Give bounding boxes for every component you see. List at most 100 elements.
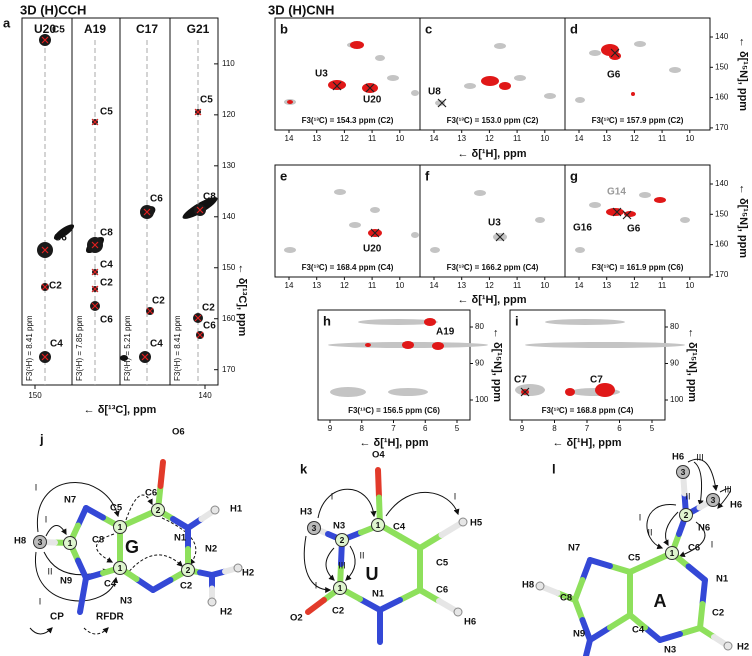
atom-label: N6 — [698, 523, 710, 534]
x-tick-label: 14 — [430, 281, 439, 290]
peak-label: C8 — [100, 228, 113, 239]
x-tick-label: 6 — [423, 424, 428, 433]
y-tick-label: 160 — [222, 314, 236, 323]
spectrum-blob — [680, 217, 690, 223]
spin-number: 1 — [118, 563, 123, 573]
x-tick-label: 12 — [630, 281, 639, 290]
bond — [699, 577, 708, 607]
bond — [607, 612, 633, 631]
peak-label: G6 — [607, 70, 621, 81]
x-tick-label: 14 — [285, 281, 294, 290]
atom-label: H8 — [14, 536, 26, 547]
atom-label: H2 — [242, 568, 254, 579]
peak-cross — [196, 331, 204, 339]
atom-label: C2 — [180, 581, 192, 592]
spectrum-blob — [387, 75, 399, 81]
peak-label: U20 — [363, 95, 382, 106]
panel-label: g — [570, 168, 578, 183]
spin-number: 3 — [681, 467, 686, 477]
cp-arrow — [678, 521, 706, 558]
spin-marker — [371, 518, 385, 532]
bond — [587, 557, 613, 569]
y-tick-label: 140 — [715, 32, 729, 41]
x-tick-label: 12 — [630, 134, 639, 143]
bond — [397, 587, 423, 603]
bond — [572, 577, 586, 603]
atom-label: O4 — [372, 450, 385, 461]
spectrum-blob — [53, 224, 75, 240]
spectrum-blob — [514, 75, 526, 81]
spectrum-blob — [634, 41, 646, 47]
peak-cross — [141, 353, 149, 361]
peak — [350, 41, 364, 49]
peak — [432, 342, 444, 350]
strip-f3: F3(¹H) = 8.41 ppm — [25, 315, 34, 381]
peak-label: C2 — [49, 281, 62, 292]
cp-arrow — [663, 511, 679, 547]
bond — [150, 577, 174, 593]
strip-residue: A19 — [84, 22, 106, 36]
x-tick-label: 12 — [485, 281, 494, 290]
spin-number: 2 — [340, 535, 345, 545]
atom-label: C5 — [628, 553, 641, 564]
cp-arrow — [345, 545, 356, 581]
bond — [627, 559, 654, 575]
strip-residue: U20 — [34, 22, 56, 36]
cp-arrow — [325, 547, 335, 581]
atom-label: C8 — [92, 535, 104, 546]
peak-label: U3 — [488, 218, 501, 229]
y-tick-label: 170 — [715, 123, 729, 132]
bond — [77, 575, 89, 615]
spectrum-blob — [330, 387, 366, 397]
y-tick-label: 150 — [222, 263, 236, 272]
x-tick-label: 11 — [368, 281, 377, 290]
atom-label: C6 — [145, 488, 157, 499]
peak-label: A19 — [436, 327, 455, 338]
panel-label: j — [39, 431, 44, 446]
peak — [402, 341, 414, 349]
peak-cross — [610, 48, 620, 58]
peak-label: U8 — [428, 87, 441, 98]
x-tick-label: 11 — [513, 281, 522, 290]
x-tick-label: 9 — [520, 424, 525, 433]
transfer-label: III — [724, 484, 732, 494]
atom-label: N9 — [60, 576, 72, 587]
bond — [579, 557, 593, 583]
spin-number: 1 — [118, 522, 123, 532]
transfer-label: I — [45, 514, 48, 524]
panel-annotation: F3(¹³C) = 153.0 ppm (C2) — [447, 116, 539, 125]
atom-label: C2 — [332, 606, 344, 617]
atom-label: N9 — [573, 629, 585, 640]
panel-label: i — [515, 313, 519, 328]
spectrum-blob — [120, 355, 128, 361]
peak-label: G16 — [573, 223, 592, 234]
bond — [627, 612, 648, 631]
bond — [572, 597, 586, 623]
atom-label: N7 — [568, 543, 580, 554]
y-tick-label: 120 — [222, 110, 236, 119]
peak-cross — [365, 83, 375, 93]
atom-label: H2 — [737, 642, 749, 653]
atom-label: N3 — [333, 521, 345, 532]
peak-cross — [370, 228, 380, 238]
cp-arrow — [37, 482, 120, 533]
transfer-label: I — [315, 580, 318, 590]
peak — [595, 383, 615, 397]
peak-label: C4 — [50, 339, 63, 350]
peak-cross — [194, 108, 202, 116]
panel-annotation: F3(¹³C) = 154.3 ppm (C2) — [302, 116, 394, 125]
y-tick-label: 170 — [715, 270, 729, 279]
spin-number: 3 — [38, 537, 43, 547]
atom-label: C6 — [436, 585, 448, 596]
peak-label: U3 — [315, 69, 328, 80]
x-tick-label: 11 — [368, 134, 377, 143]
bond — [305, 597, 327, 615]
panel-title: 3D (H)CCH — [20, 2, 86, 17]
bond — [554, 590, 578, 603]
bond — [417, 587, 442, 604]
spin-marker — [151, 503, 165, 517]
bond — [417, 532, 445, 551]
peak-cross — [520, 387, 530, 397]
panel-annotation: F3(¹³C) = 161.9 ppm (C6) — [592, 263, 684, 272]
atom-label: O2 — [290, 613, 303, 624]
